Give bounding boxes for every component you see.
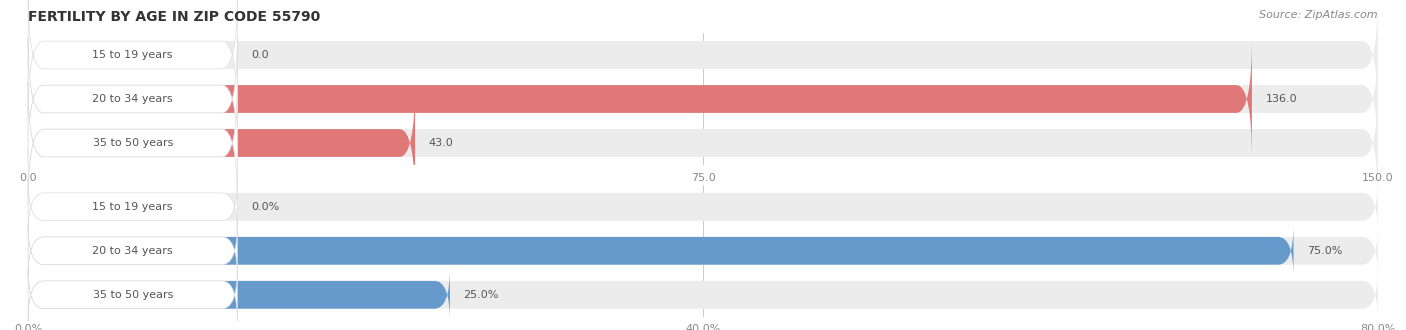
FancyBboxPatch shape <box>28 269 1378 321</box>
FancyBboxPatch shape <box>28 82 415 204</box>
Text: 25.0%: 25.0% <box>464 290 499 300</box>
Text: 15 to 19 years: 15 to 19 years <box>93 50 173 60</box>
FancyBboxPatch shape <box>28 181 1378 233</box>
Text: 0.0: 0.0 <box>250 50 269 60</box>
Text: 43.0: 43.0 <box>429 138 453 148</box>
FancyBboxPatch shape <box>28 181 238 233</box>
FancyBboxPatch shape <box>28 82 238 204</box>
FancyBboxPatch shape <box>28 269 238 321</box>
FancyBboxPatch shape <box>28 0 238 116</box>
Text: 20 to 34 years: 20 to 34 years <box>93 94 173 104</box>
Text: 136.0: 136.0 <box>1265 94 1296 104</box>
Text: 35 to 50 years: 35 to 50 years <box>93 290 173 300</box>
Text: 15 to 19 years: 15 to 19 years <box>93 202 173 212</box>
FancyBboxPatch shape <box>28 269 450 321</box>
FancyBboxPatch shape <box>28 82 1378 204</box>
FancyBboxPatch shape <box>28 0 1378 116</box>
FancyBboxPatch shape <box>28 224 238 277</box>
FancyBboxPatch shape <box>28 38 1378 160</box>
Text: 0.0%: 0.0% <box>250 202 278 212</box>
FancyBboxPatch shape <box>28 224 1378 277</box>
Text: 20 to 34 years: 20 to 34 years <box>93 246 173 256</box>
FancyBboxPatch shape <box>28 224 1294 277</box>
FancyBboxPatch shape <box>28 38 238 160</box>
FancyBboxPatch shape <box>28 38 1251 160</box>
Text: 35 to 50 years: 35 to 50 years <box>93 138 173 148</box>
Text: FERTILITY BY AGE IN ZIP CODE 55790: FERTILITY BY AGE IN ZIP CODE 55790 <box>28 10 321 24</box>
Text: Source: ZipAtlas.com: Source: ZipAtlas.com <box>1260 10 1378 20</box>
Text: 75.0%: 75.0% <box>1308 246 1343 256</box>
